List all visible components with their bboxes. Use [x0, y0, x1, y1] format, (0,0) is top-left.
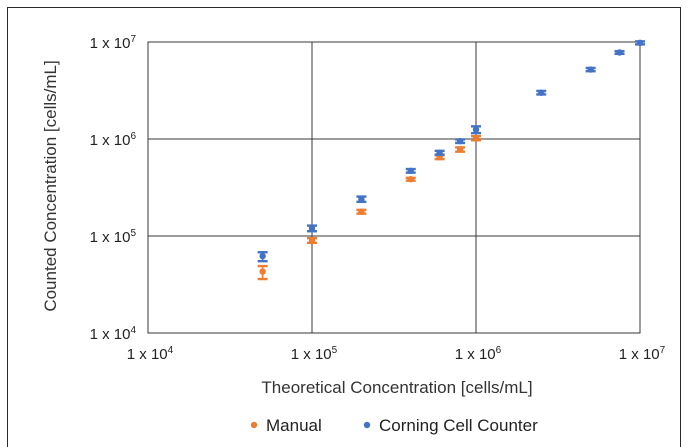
data-point [456, 146, 464, 153]
data-point [587, 66, 594, 73]
x-tick-labels: 1 x 104 1 x 105 1 x 106 1 x 107 [127, 345, 666, 363]
x-tick-label: 1 x 104 [127, 345, 174, 363]
data-point [616, 49, 623, 56]
data-point [472, 134, 480, 142]
y-tick-labels: 1 x 104 1 x 105 1 x 106 1 x 107 [90, 34, 137, 343]
y-tick-label: 1 x 104 [90, 325, 137, 343]
data-series [257, 39, 645, 281]
data-point [358, 195, 365, 203]
data-point [436, 149, 443, 157]
data-point [308, 237, 316, 244]
x-tick-label: 1 x 107 [619, 345, 666, 363]
data-point [259, 252, 266, 260]
data-point [308, 225, 316, 232]
y-tick-label: 1 x 105 [90, 228, 137, 246]
data-point [259, 268, 266, 275]
data-point [538, 89, 545, 96]
x-tick-label: 1 x 105 [291, 345, 338, 363]
y-tick-label: 1 x 106 [90, 131, 137, 149]
legend-label: Corning Cell Counter [379, 416, 538, 435]
x-tick-label: 1 x 106 [455, 345, 502, 363]
data-point [456, 137, 464, 145]
data-point [358, 208, 365, 215]
legend: Manual Corning Cell Counter [250, 416, 538, 435]
plot-area-border [147, 41, 641, 334]
series-manual [257, 134, 481, 281]
grid [147, 41, 641, 334]
x-axis-title: Theoretical Concentration [cells/mL] [261, 378, 532, 397]
data-point [407, 167, 414, 175]
data-point [636, 39, 644, 47]
plot-border [147, 41, 641, 334]
legend-marker [363, 421, 371, 429]
legend-label: Manual [266, 416, 322, 435]
y-axis-title: Counted Concentration [cells/mL] [41, 60, 60, 311]
chart-frame [7, 7, 681, 447]
data-point [472, 126, 480, 133]
series-corning-cell-counter [257, 39, 645, 263]
y-tick-label: 1 x 107 [90, 34, 137, 52]
legend-marker [250, 421, 258, 429]
data-point [407, 176, 414, 183]
